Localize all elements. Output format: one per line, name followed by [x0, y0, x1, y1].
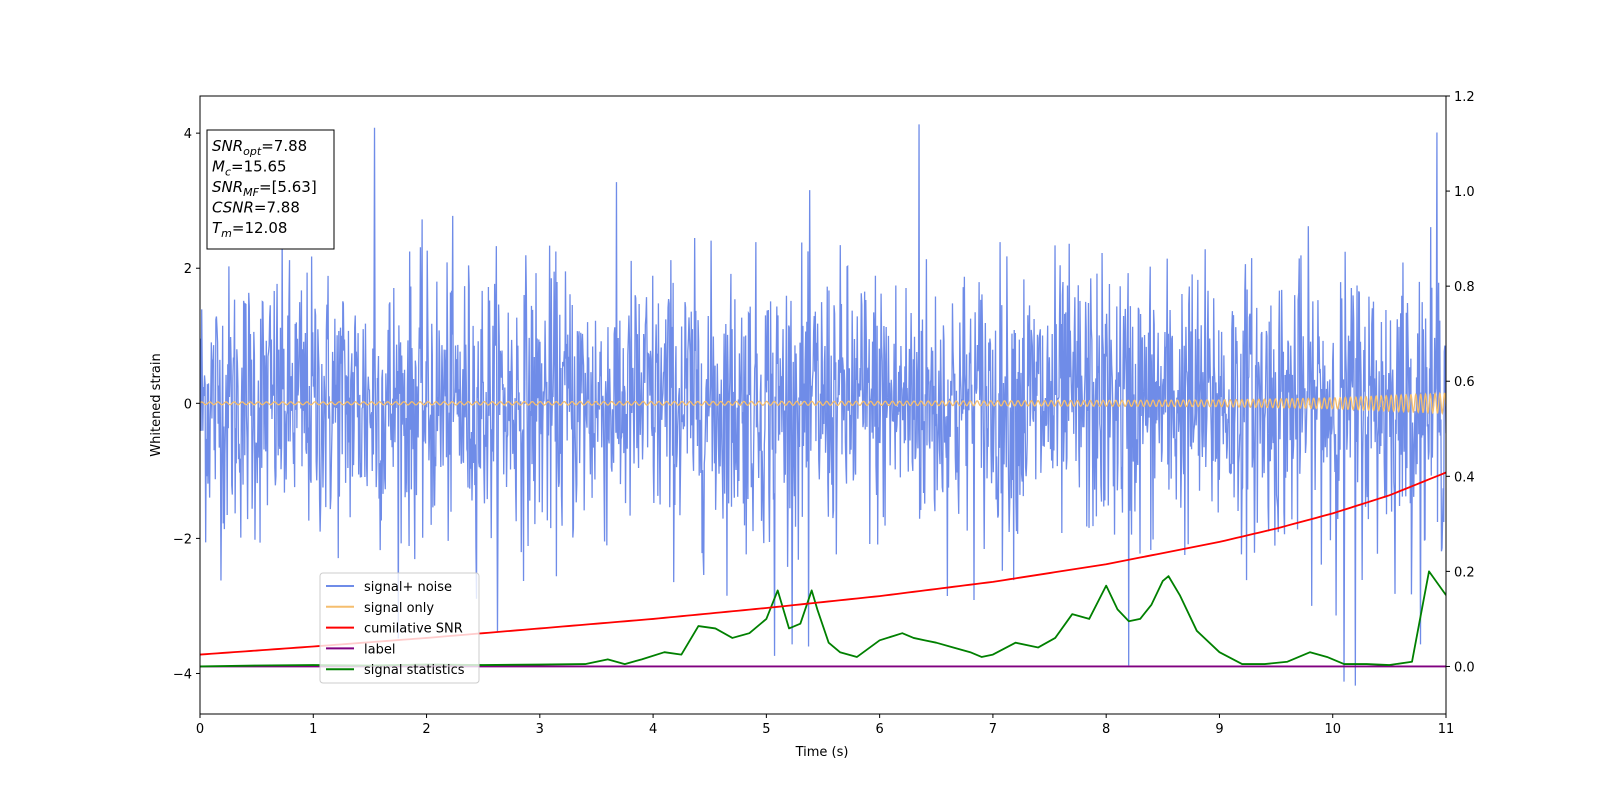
legend-label: signal only — [364, 601, 434, 616]
y-right-tick-label: 0.0 — [1454, 660, 1475, 675]
signal-statistics-line — [200, 570, 1446, 668]
y-right-tick-label: 1.2 — [1454, 90, 1475, 105]
info-box-line: Mc=15.65 — [212, 158, 287, 179]
info-box-subscript: m — [221, 227, 232, 240]
info-box-value: =15.65 — [231, 158, 287, 176]
x-tick-label: 5 — [762, 722, 770, 737]
y-axis-left: 4 2 0 −2 −4 — [173, 127, 200, 682]
y-right-tick-label: 0.8 — [1454, 280, 1475, 295]
info-box-value: =7.88 — [261, 137, 307, 155]
x-tick-label: 11 — [1438, 722, 1455, 737]
legend-label: signal+ noise — [364, 580, 452, 595]
legend-frame — [319, 572, 480, 684]
info-box-line: SNRMF=[5.63] — [212, 178, 317, 199]
info-box: SNRopt=7.88Mc=15.65SNRMF=[5.63]CSNR=7.88… — [206, 129, 335, 250]
y-right-tick-label: 0.2 — [1454, 565, 1475, 580]
plot-frame — [199, 95, 1447, 715]
legend-label: signal statistics — [364, 663, 465, 678]
y-right-tick-label: 0.4 — [1454, 470, 1475, 485]
y-left-tick-label: 4 — [184, 127, 192, 142]
x-tick-label: 6 — [875, 722, 883, 737]
x-tick-label: 4 — [649, 722, 657, 737]
info-box-line: CSNR=7.88 — [212, 199, 300, 217]
info-box-symbol: CSNR — [212, 199, 254, 217]
info-box-symbol: SNR — [212, 178, 243, 196]
y-axis-right: 1.2 1.0 0.8 0.6 0.4 0.2 0.0 — [1446, 90, 1475, 675]
x-tick-label: 7 — [989, 722, 997, 737]
x-axis-label: Time (s) — [795, 745, 849, 760]
info-box-line: SNRopt=7.88 — [212, 137, 307, 158]
legend-label: cumilative SNR — [364, 622, 463, 637]
info-box-symbol: T — [212, 219, 223, 237]
x-axis: 0 1 2 3 4 5 6 7 8 9 10 11 — [196, 714, 1454, 737]
info-box-symbol: SNR — [212, 137, 243, 155]
y-right-tick-label: 1.0 — [1454, 185, 1475, 200]
info-box-value: =7.88 — [254, 199, 300, 217]
legend: signal+ noise signal only cumilative SNR la… — [319, 572, 480, 684]
x-tick-label: 2 — [422, 722, 430, 737]
signal-plus-noise-line — [200, 124, 1446, 686]
y-axis-label: Whitened strain — [149, 353, 164, 456]
y-right-tick-label: 0.6 — [1454, 375, 1475, 390]
info-box-frame — [206, 129, 335, 250]
x-tick-label: 0 — [196, 722, 204, 737]
y-left-tick-label: 0 — [184, 397, 192, 412]
info-box-subscript: opt — [243, 145, 262, 158]
signal-only-line — [200, 391, 1446, 415]
info-box-symbol: M — [212, 158, 225, 176]
info-box-line: Tm=12.08 — [212, 219, 287, 240]
x-tick-label: 10 — [1324, 722, 1341, 737]
info-box-value: =[5.63] — [259, 178, 317, 196]
x-tick-label: 8 — [1102, 722, 1110, 737]
x-tick-label: 1 — [309, 722, 317, 737]
x-tick-label: 9 — [1215, 722, 1223, 737]
info-box-subscript: c — [225, 166, 231, 179]
y-left-tick-label: −2 — [173, 532, 192, 547]
y-left-tick-label: 2 — [184, 262, 192, 277]
x-tick-label: 3 — [536, 722, 544, 737]
signal-plus-noise-series — [200, 124, 1446, 686]
legend-label: label — [364, 642, 395, 657]
signal-only-series — [200, 391, 1446, 415]
info-box-subscript: MF — [243, 186, 259, 199]
y-left-tick-label: −4 — [173, 667, 192, 682]
info-box-value: =12.08 — [232, 219, 288, 237]
